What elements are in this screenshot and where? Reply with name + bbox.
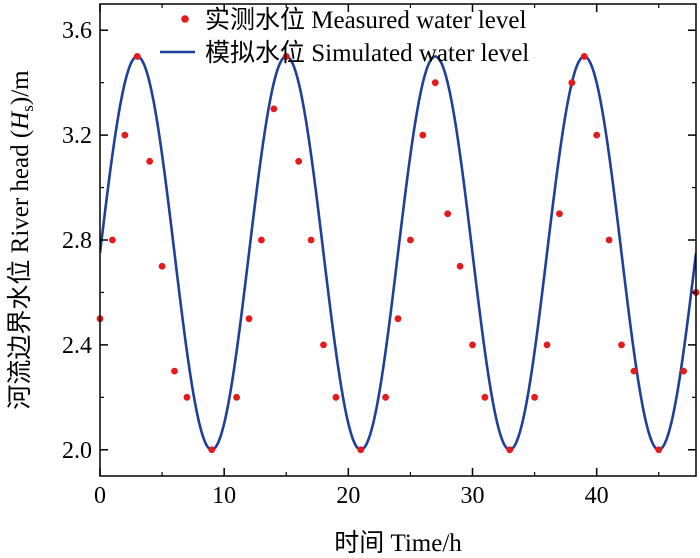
measured-point-16 xyxy=(320,341,327,349)
measured-point-21 xyxy=(407,236,414,244)
measured-point-25 xyxy=(456,262,464,270)
measured-point-23 xyxy=(431,79,439,87)
measured-point-18 xyxy=(357,446,365,454)
measured-point-15 xyxy=(307,236,315,244)
measured-point-38 xyxy=(655,446,663,454)
x-axis-title: 时间 Time/h xyxy=(334,529,462,557)
measured-point-34 xyxy=(593,131,601,139)
y-tick-label: 2.8 xyxy=(62,228,92,254)
measured-point-22 xyxy=(419,131,427,139)
y-axis-title: 河流边界水位 River head (Hs)/m xyxy=(6,70,37,410)
y-tick-label: 3.6 xyxy=(62,18,92,44)
measured-point-10 xyxy=(245,315,253,323)
measured-point-17 xyxy=(332,393,340,401)
measured-point-32 xyxy=(568,79,576,87)
measured-point-14 xyxy=(295,157,303,165)
y-tick-label: 2.4 xyxy=(62,333,92,359)
measured-point-31 xyxy=(556,210,563,218)
measured-point-30 xyxy=(543,341,551,349)
measured-point-37 xyxy=(630,367,638,375)
measured-point-9 xyxy=(233,393,240,401)
legend-simulated-label: 模拟水位 Simulated water level xyxy=(205,39,529,67)
measured-point-27 xyxy=(481,393,489,401)
x-tick-label: 40 xyxy=(585,483,609,509)
measured-point-5 xyxy=(158,262,166,270)
measured-point-39 xyxy=(680,367,687,375)
measured-point-6 xyxy=(171,367,178,375)
y-tick-label: 2.0 xyxy=(62,438,92,464)
measured-point-4 xyxy=(146,157,154,165)
measured-point-3 xyxy=(133,53,141,60)
measured-point-8 xyxy=(208,446,216,454)
y-axis-title-var: H xyxy=(7,110,34,131)
measured-point-11 xyxy=(258,236,265,244)
measured-point-29 xyxy=(531,393,538,401)
measured-point-19 xyxy=(382,393,389,401)
measured-point-7 xyxy=(183,393,191,401)
measured-point-13 xyxy=(282,53,290,60)
measured-point-33 xyxy=(580,53,588,60)
measured-point-1 xyxy=(109,236,116,244)
measured-point-20 xyxy=(394,315,402,323)
measured-point-2 xyxy=(121,131,129,139)
y-axis-title-suffix: )/m xyxy=(7,70,34,105)
x-tick-label: 30 xyxy=(461,483,485,509)
measured-point-28 xyxy=(506,446,514,454)
legend-measured-marker xyxy=(181,15,189,23)
measured-point-26 xyxy=(469,341,476,349)
y-axis-title-sub: s xyxy=(18,105,37,112)
legend-measured-label: 实测水位 Measured water level xyxy=(205,6,526,34)
x-tick-label: 0 xyxy=(94,483,106,509)
measured-point-24 xyxy=(444,210,452,218)
measured-point-12 xyxy=(270,105,278,113)
simulated-water-level-line xyxy=(100,55,696,452)
y-axis-title-prefix: 河流边界水位 River head ( xyxy=(6,130,34,410)
x-tick-label: 10 xyxy=(212,483,236,509)
y-tick-label: 3.2 xyxy=(62,123,92,149)
measured-point-36 xyxy=(618,341,625,349)
x-tick-label: 20 xyxy=(336,483,360,509)
measured-point-35 xyxy=(605,236,613,244)
